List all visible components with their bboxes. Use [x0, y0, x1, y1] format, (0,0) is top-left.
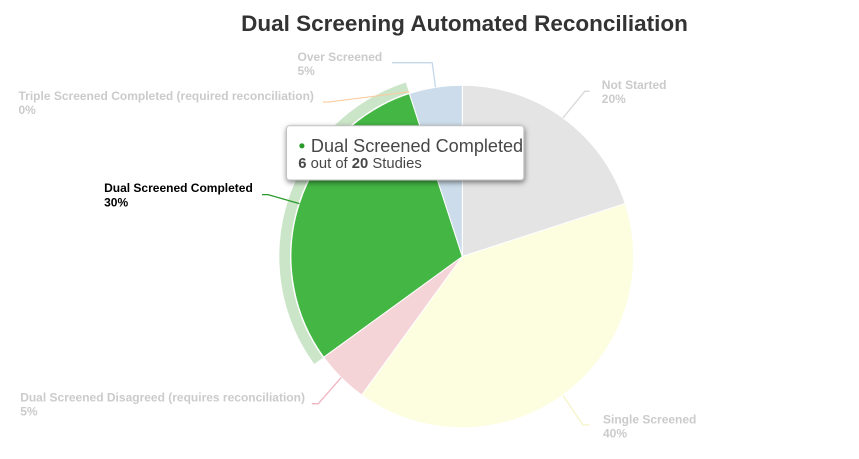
svg-text:Triple Screened Completed (req: Triple Screened Completed (required reco…	[19, 89, 314, 103]
svg-text:Dual Screened Completed: Dual Screened Completed	[104, 181, 253, 195]
svg-text:40%: 40%	[603, 427, 627, 441]
svg-text:5%: 5%	[20, 404, 38, 418]
svg-text:Dual Screening Automated Recon: Dual Screening Automated Reconciliation	[241, 11, 688, 36]
svg-text:Single Screened: Single Screened	[603, 413, 696, 427]
svg-text:0%: 0%	[19, 103, 37, 117]
svg-text:6 out of 20 Studies: 6 out of 20 Studies	[298, 156, 421, 172]
svg-text:Dual Screened Disagreed (requi: Dual Screened Disagreed (requires reconc…	[20, 390, 305, 404]
svg-text:30%: 30%	[104, 196, 128, 210]
svg-text:Dual Screened Completed: Dual Screened Completed	[311, 136, 523, 156]
svg-text:20%: 20%	[602, 92, 626, 106]
svg-text:Over Screened: Over Screened	[298, 50, 383, 64]
svg-text:Not Started: Not Started	[602, 78, 667, 92]
svg-text:5%: 5%	[298, 64, 316, 78]
